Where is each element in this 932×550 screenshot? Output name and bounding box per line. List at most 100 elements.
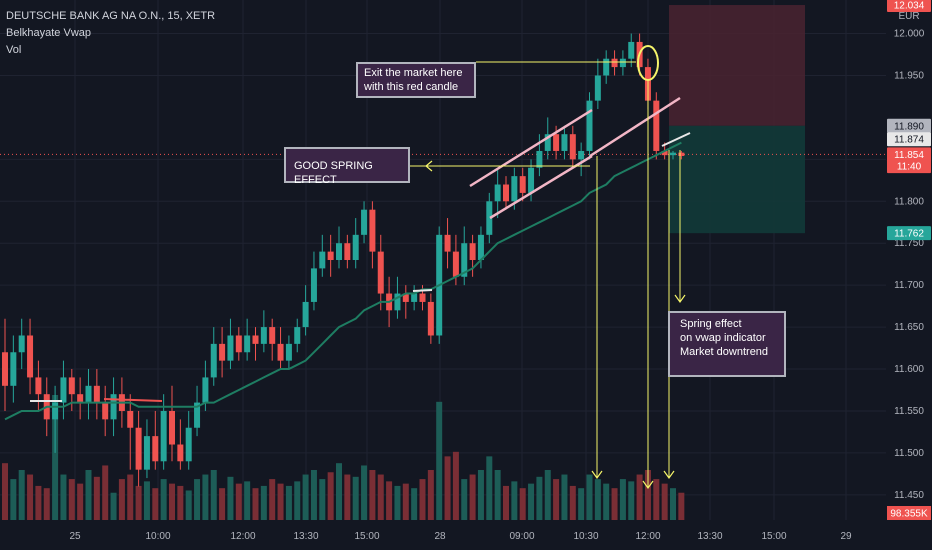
- volume-tag-bg: [887, 506, 931, 520]
- volume-bar: [636, 474, 643, 520]
- volume-bar: [18, 470, 25, 520]
- time-axis[interactable]: 25 10:00 12:00 13:30 15:00 28 09:00 10:30 12:00 1…: [0, 506, 932, 550]
- candle-body: [269, 327, 276, 344]
- price-tag-bg: [887, 132, 931, 147]
- volume-bar: [185, 490, 192, 520]
- candle-body: [394, 293, 401, 311]
- volume-bar: [60, 474, 67, 520]
- volume-bar: [35, 485, 42, 520]
- volume-bar: [603, 483, 610, 520]
- spring-annotation-box: GOOD SPRING EFFECT: [284, 147, 410, 186]
- volume-bar: [486, 456, 493, 520]
- volume-bar: [269, 479, 276, 520]
- candle-body: [110, 394, 117, 420]
- candle-body: [319, 251, 326, 269]
- candle-body: [52, 402, 59, 420]
- volume-bar: [68, 479, 75, 520]
- time-tick-label: 13:30: [293, 531, 318, 542]
- price-axis[interactable]: 12.00011.95011.85011.80011.75011.70011.6…: [886, 0, 932, 550]
- volume-bar: [285, 485, 292, 520]
- candle-body: [336, 243, 342, 260]
- vwap-annotation-line-1: Spring effect: [680, 318, 742, 330]
- candle-body: [102, 402, 109, 420]
- volume-bar: [594, 479, 601, 520]
- candle-body: [227, 335, 234, 361]
- volume-bar: [319, 479, 326, 520]
- candle-body: [235, 335, 242, 353]
- volume-bar: [561, 474, 568, 520]
- volume-bar: [653, 479, 660, 520]
- candle-body: [344, 243, 351, 260]
- volume-bar: [644, 470, 651, 520]
- stop-loss-zone: [669, 5, 805, 126]
- volume-bar: [519, 488, 526, 520]
- candle-body: [85, 385, 92, 403]
- price-axis-bg: [886, 0, 932, 550]
- candle-body: [77, 394, 84, 403]
- volume-bar: [394, 485, 401, 520]
- candle-body: [377, 251, 384, 294]
- exit-annotation-line-2: with this red candle: [364, 81, 459, 93]
- price-tag-bg: [887, 118, 931, 133]
- price-tick-label: 11.550: [894, 406, 924, 417]
- candle-body: [578, 150, 585, 160]
- volume-bar: [419, 479, 426, 520]
- candle-body: [519, 176, 526, 193]
- volume-bar: [10, 479, 17, 520]
- price-tag-text: 11:40: [897, 162, 922, 173]
- volume-bar: [194, 479, 201, 520]
- candle-body: [219, 343, 226, 361]
- risk-reward-zones: [0, 5, 886, 234]
- volume-bar: [427, 470, 434, 520]
- candle-body: [35, 377, 42, 395]
- volume-bar: [160, 479, 167, 520]
- price-tick-label: 11.750: [894, 238, 924, 249]
- volume-bar: [628, 481, 635, 520]
- volume-bar: [235, 483, 242, 520]
- exit-annotation-box: Exit the market here with this red candl…: [356, 62, 476, 98]
- currency-label: EUR: [898, 11, 919, 22]
- volume-bar: [77, 483, 84, 520]
- candle-body: [68, 377, 75, 395]
- candle-body: [544, 134, 551, 151]
- price-tick-label: 11.500: [894, 448, 924, 459]
- volume-bar: [202, 474, 209, 520]
- candle-body: [244, 335, 251, 353]
- volume-bar: [436, 401, 443, 520]
- price-tag-bg: [887, 226, 931, 241]
- time-tick-label: 12:00: [635, 531, 660, 542]
- volume-bar: [244, 481, 251, 520]
- symbol-title[interactable]: DEUTSCHE BANK AG NA O.N., 15, XETR: [6, 10, 216, 22]
- indicator-label[interactable]: Belkhayate Vwap: [6, 27, 91, 39]
- volume-bar: [386, 481, 393, 520]
- candle-body: [60, 377, 67, 403]
- candle-body: [160, 410, 167, 462]
- volume-bar: [411, 488, 418, 520]
- volume-indicator-label[interactable]: Vol: [6, 44, 22, 56]
- volume-bar: [118, 479, 125, 520]
- candle-body: [611, 58, 618, 68]
- vwap-annotation-line-3: Market downtrend: [680, 346, 769, 358]
- volume-bar: [327, 472, 334, 520]
- volume-bar: [219, 488, 226, 520]
- volume-bar: [2, 463, 8, 520]
- candle-body: [427, 301, 434, 336]
- price-tag-text: 11.890: [894, 121, 924, 132]
- price-tag-text: 11.874: [894, 135, 924, 146]
- candle-body: [135, 427, 142, 470]
- candle-body: [185, 427, 192, 462]
- vwap-annotation-box: Spring effect on vwap indicator Market d…: [668, 311, 786, 377]
- down-arrowhead: [591, 470, 603, 480]
- down-arrowhead: [642, 480, 654, 490]
- exit-annotation-line-1: Exit the market here: [364, 67, 463, 79]
- candle-body: [503, 184, 509, 202]
- volume-bar: [569, 485, 576, 520]
- price-tag-bg: [887, 147, 931, 162]
- volume-bar: [277, 483, 284, 520]
- volume-bar: [578, 488, 585, 520]
- candle-body: [210, 343, 217, 378]
- volume-bar: [310, 470, 317, 520]
- volume-bar: [252, 488, 259, 520]
- candle-body: [369, 209, 376, 252]
- candle-body: [553, 134, 560, 151]
